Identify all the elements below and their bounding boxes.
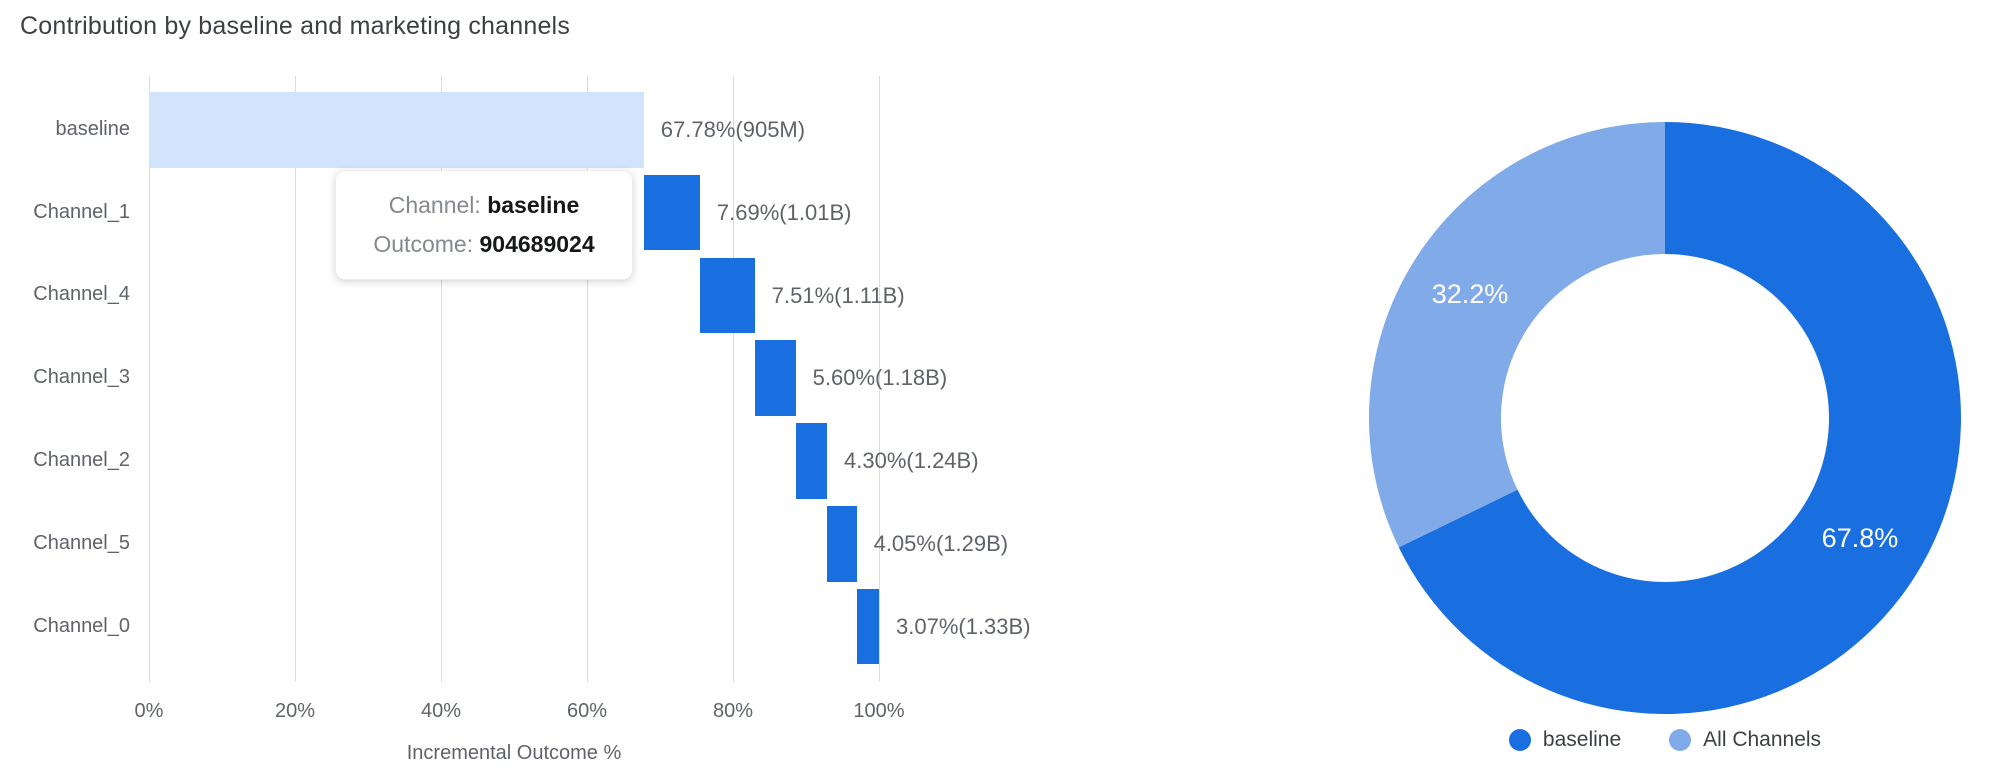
x-tick-label: 0% bbox=[134, 700, 164, 722]
legend-dot bbox=[1669, 729, 1692, 751]
tooltip: Channel: baseline Outcome: 904689024 bbox=[335, 170, 633, 280]
x-tick-label: 20% bbox=[274, 700, 316, 722]
tooltip-channel-row: Channel: baseline bbox=[336, 186, 632, 225]
donut-slice-all-channels[interactable] bbox=[1369, 122, 1665, 548]
y-axis-label: Channel_5 bbox=[33, 531, 130, 554]
x-axis-title: Incremental Outcome % bbox=[406, 742, 622, 764]
tooltip-channel-label: Channel: bbox=[388, 192, 481, 218]
donut-legend: baseline All Channels bbox=[1330, 728, 1999, 752]
waterfall-bar-baseline[interactable] bbox=[149, 92, 644, 168]
y-axis-label: Channel_1 bbox=[33, 200, 130, 223]
waterfall-bar-channel_2[interactable] bbox=[795, 423, 827, 499]
legend-label: All Channels bbox=[1703, 728, 1822, 751]
legend-item-baseline[interactable]: baseline bbox=[1508, 728, 1622, 752]
gridline bbox=[733, 76, 734, 682]
legend-item-all-channels[interactable]: All Channels bbox=[1669, 728, 1821, 752]
gridline bbox=[587, 76, 588, 682]
gridline bbox=[441, 76, 442, 682]
y-axis-label: Channel_2 bbox=[33, 448, 130, 471]
chart-title: Contribution by baseline and marketing c… bbox=[20, 12, 571, 40]
donut-slice-percentage-label: 67.8% bbox=[1822, 523, 1899, 553]
donut-slice-percentage-label: 32.2% bbox=[1432, 279, 1509, 309]
y-axis-label: Channel_3 bbox=[33, 366, 130, 389]
legend-dot bbox=[1508, 729, 1531, 751]
gridline bbox=[295, 76, 296, 682]
x-tick-label: 60% bbox=[566, 700, 608, 722]
waterfall-bar-channel_3[interactable] bbox=[754, 340, 796, 416]
tooltip-outcome-row: Outcome: 904689024 bbox=[336, 225, 632, 264]
waterfall-bar-channel_1[interactable] bbox=[643, 174, 700, 251]
donut-chart: 67.8% 32.2% bbox=[1369, 122, 1961, 714]
bar-value-label: 5.60%(1.18B) bbox=[812, 365, 948, 391]
bar-value-label: 4.30%(1.24B) bbox=[844, 448, 979, 474]
bar-value-label: 67.78%(905M) bbox=[660, 117, 806, 142]
tooltip-outcome-value: 904689024 bbox=[479, 231, 595, 257]
waterfall-bar-channel_4[interactable] bbox=[699, 257, 755, 334]
waterfall-bar-channel_0[interactable] bbox=[856, 588, 879, 665]
tooltip-outcome-label: Outcome: bbox=[373, 231, 474, 257]
bar-value-label: 4.05%(1.29B) bbox=[873, 531, 1009, 556]
gridline bbox=[879, 76, 880, 682]
y-axis-label: Channel_0 bbox=[33, 614, 130, 637]
bar-value-label: 3.07%(1.33B) bbox=[896, 613, 1031, 639]
x-tick-label: 80% bbox=[712, 700, 754, 722]
y-axis-label: Channel_4 bbox=[33, 283, 130, 306]
gridline bbox=[149, 76, 150, 682]
x-tick-label: 100% bbox=[853, 700, 905, 722]
x-tick-label: 40% bbox=[420, 700, 462, 722]
bar-value-label: 7.69%(1.01B) bbox=[716, 199, 852, 225]
donut-slice-baseline[interactable] bbox=[1398, 122, 1961, 714]
legend-label: baseline bbox=[1542, 728, 1622, 751]
y-axis-label: baseline bbox=[55, 117, 130, 140]
bar-value-label: 7.51%(1.11B) bbox=[771, 282, 905, 308]
waterfall-bar-channel_5[interactable] bbox=[827, 506, 857, 582]
tooltip-channel-value: baseline bbox=[487, 192, 580, 218]
